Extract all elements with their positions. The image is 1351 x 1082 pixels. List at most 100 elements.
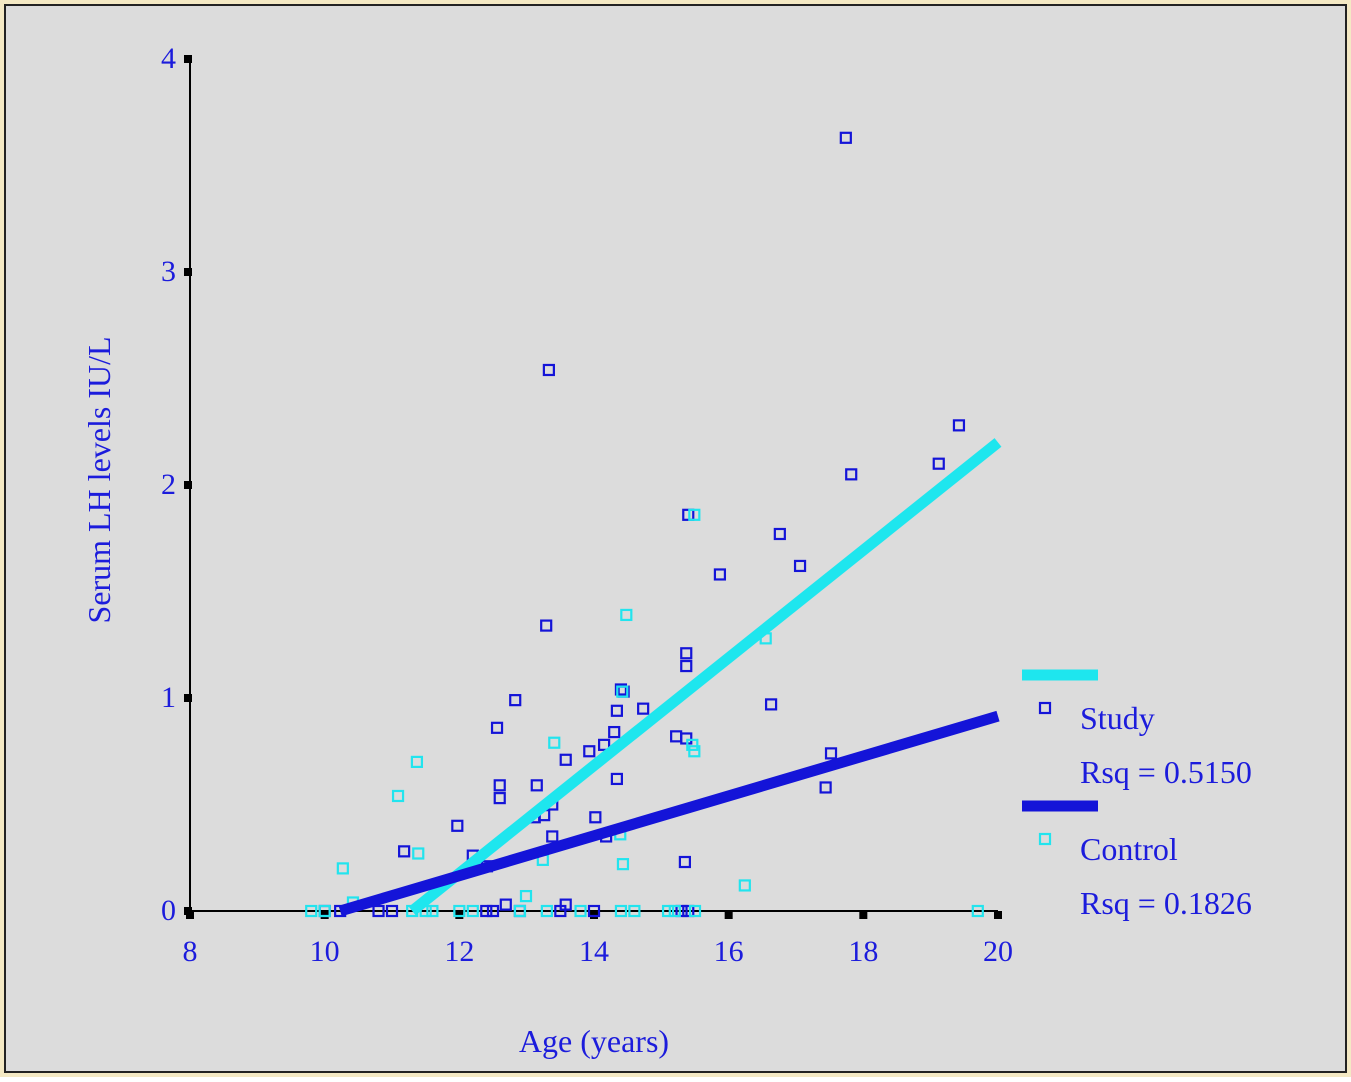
plot-background <box>4 4 1347 1073</box>
x-tick-mark <box>724 911 733 919</box>
y-tick-mark <box>184 55 192 63</box>
legend-marker <box>1038 701 1052 715</box>
data-point <box>493 792 506 805</box>
data-point <box>493 779 506 792</box>
data-point <box>824 747 838 760</box>
data-point <box>688 904 702 918</box>
data-point <box>668 904 681 918</box>
data-point <box>490 721 504 734</box>
data-point <box>559 753 572 766</box>
data-point <box>466 904 479 918</box>
data-point <box>574 904 587 918</box>
fit-line <box>408 438 1002 916</box>
data-point <box>610 704 623 717</box>
x-axis-label: Age (years) <box>519 1023 669 1059</box>
data-point <box>845 468 858 481</box>
x-tick-label: 8 <box>183 935 198 968</box>
data-point <box>713 568 727 581</box>
data-point <box>610 772 623 786</box>
data-point <box>398 845 411 858</box>
y-tick-label: 4 <box>161 42 176 75</box>
data-point <box>513 904 527 918</box>
data-point <box>616 685 629 698</box>
y-tick-mark <box>184 268 192 276</box>
data-point <box>589 811 602 824</box>
data-point <box>738 879 751 892</box>
x-tick-label: 12 <box>444 935 474 968</box>
x-tick-mark <box>186 911 194 919</box>
data-point <box>509 694 522 707</box>
data-point <box>680 659 693 673</box>
data-point <box>688 745 701 758</box>
data-point <box>932 457 945 470</box>
data-point <box>499 898 512 911</box>
legend-rsq: Rsq = 0.1826 <box>1080 885 1252 921</box>
data-point <box>410 755 424 769</box>
fit-line <box>338 710 1000 917</box>
data-point <box>530 779 543 792</box>
data-point <box>688 508 701 521</box>
data-point <box>540 904 553 918</box>
data-point <box>637 702 650 715</box>
data-point <box>620 608 633 622</box>
data-point <box>305 904 318 918</box>
y-tick-label: 0 <box>161 894 176 927</box>
legend-label: Control <box>1080 831 1178 867</box>
data-point <box>385 904 399 918</box>
data-point <box>548 736 561 749</box>
data-point <box>597 738 611 751</box>
y-tick-label: 1 <box>161 681 176 714</box>
data-point <box>773 527 786 541</box>
x-tick-label: 20 <box>983 935 1013 968</box>
legend-rsq: Rsq = 0.5150 <box>1080 754 1252 790</box>
x-tick-mark <box>994 911 1002 919</box>
data-point <box>412 847 425 860</box>
data-point <box>952 419 966 432</box>
data-point <box>764 698 778 711</box>
data-point <box>372 904 385 918</box>
data-point <box>661 904 675 918</box>
data-point <box>542 363 555 377</box>
data-point <box>686 738 699 751</box>
data-point <box>819 781 832 794</box>
y-axis-label: Serum LH levels IU/L <box>81 336 117 623</box>
data-point <box>675 904 688 918</box>
data-point <box>614 683 628 696</box>
data-point <box>628 904 641 918</box>
data-point <box>540 619 553 632</box>
legend-marker <box>1038 832 1052 846</box>
data-point <box>971 904 984 918</box>
x-tick-label: 10 <box>310 935 340 968</box>
x-tick-label: 14 <box>579 935 609 968</box>
data-point <box>451 819 464 832</box>
data-point <box>391 789 405 803</box>
data-point <box>583 745 596 758</box>
data-point <box>682 904 695 918</box>
data-point <box>608 725 621 739</box>
data-point <box>839 131 852 144</box>
y-tick-mark <box>184 694 192 702</box>
data-point <box>680 647 693 660</box>
data-point <box>318 904 331 918</box>
data-point <box>426 904 439 918</box>
data-point <box>793 559 807 573</box>
data-point <box>587 904 601 918</box>
x-tick-label: 18 <box>848 935 878 968</box>
data-point <box>453 904 466 918</box>
y-tick-mark <box>184 481 192 489</box>
data-point <box>546 830 559 843</box>
data-point <box>554 904 567 918</box>
data-point <box>336 862 349 875</box>
y-tick-label: 2 <box>161 468 176 501</box>
data-point <box>614 904 628 918</box>
x-tick-label: 16 <box>714 935 744 968</box>
data-point <box>486 904 500 918</box>
data-point <box>519 889 533 903</box>
data-point <box>678 855 692 869</box>
data-point <box>616 858 630 871</box>
y-tick-label: 3 <box>161 255 176 288</box>
legend-label: Study <box>1080 700 1155 736</box>
data-point <box>480 904 493 918</box>
x-tick-mark <box>859 911 868 919</box>
